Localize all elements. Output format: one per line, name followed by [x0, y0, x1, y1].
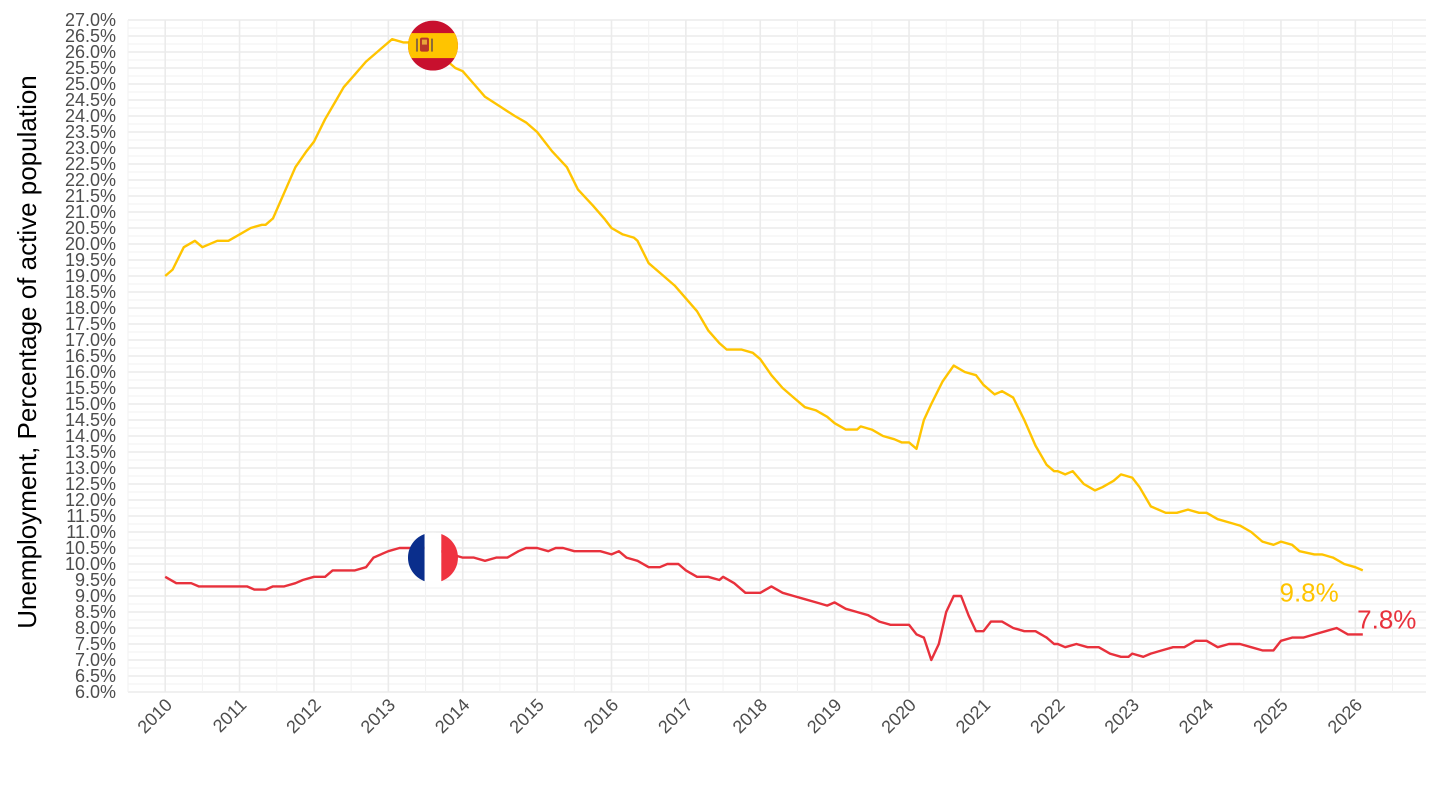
spain-flag-icon [407, 20, 458, 71]
flag-red-band [441, 532, 458, 583]
y-tick-label: 10.0% [65, 554, 116, 574]
y-tick-label: 19.0% [65, 266, 116, 286]
series-line-spain [164, 38, 1364, 572]
flag-coat-detail [421, 39, 427, 45]
y-tick-label: 15.0% [65, 394, 116, 414]
y-tick-label: 12.0% [65, 490, 116, 510]
y-tick-label: 8.5% [75, 602, 116, 622]
y-axis-label: Unemployment, Percentage of active popul… [12, 75, 42, 629]
end-value-labels: 9.8% 7.8% [1280, 577, 1417, 634]
y-tick-label: 9.0% [75, 586, 116, 606]
y-tick-label: 6.0% [75, 682, 116, 702]
y-tick-label: 26.0% [65, 42, 116, 62]
country-flags [407, 20, 458, 583]
y-tick-label: 17.5% [65, 314, 116, 334]
y-tick-label: 24.0% [65, 106, 116, 126]
y-tick-label: 20.0% [65, 234, 116, 254]
y-tick-label: 18.0% [65, 298, 116, 318]
y-tick-label: 19.5% [65, 250, 116, 270]
y-tick-label: 26.5% [65, 26, 116, 46]
y-tick-label: 24.5% [65, 90, 116, 110]
y-tick-label: 7.0% [75, 650, 116, 670]
y-tick-label: 18.5% [65, 282, 116, 302]
y-tick-label: 20.5% [65, 218, 116, 238]
flag-blue-band [407, 532, 425, 583]
y-tick-label: 16.0% [65, 362, 116, 382]
y-tick-label: 7.5% [75, 634, 116, 654]
y-tick-label: 17.0% [65, 330, 116, 350]
y-tick-label: 8.0% [75, 618, 116, 638]
y-tick-label: 23.5% [65, 122, 116, 142]
y-tick-label: 13.5% [65, 442, 116, 462]
y-tick-label: 22.5% [65, 154, 116, 174]
y-tick-label: 14.0% [65, 426, 116, 446]
flag-pillar-left [415, 38, 418, 52]
flag-white-band [424, 532, 442, 583]
y-tick-label: 12.5% [65, 474, 116, 494]
flag-pillar-right [430, 38, 433, 52]
end-label-france: 7.8% [1357, 604, 1416, 634]
y-tick-label: 6.5% [75, 666, 116, 686]
france-flag-icon [407, 532, 458, 583]
gridlines [127, 19, 1426, 693]
y-tick-label: 10.5% [65, 538, 116, 558]
end-label-spain: 9.8% [1280, 577, 1339, 607]
series-line-france [164, 546, 1363, 662]
y-tick-label: 14.5% [65, 410, 116, 430]
y-tick-label: 25.0% [65, 74, 116, 94]
y-axis-tick-labels: 6.0%6.5%7.0%7.5%8.0%8.5%9.0%9.5%10.0%10.… [65, 10, 116, 702]
y-tick-label: 13.0% [65, 458, 116, 478]
y-tick-label: 16.5% [65, 346, 116, 366]
y-tick-label: 21.0% [65, 202, 116, 222]
y-tick-label: 11.5% [66, 506, 116, 526]
y-tick-label: 22.0% [65, 170, 116, 190]
y-tick-label: 25.5% [65, 58, 116, 78]
y-tick-label: 21.5% [65, 186, 116, 206]
y-tick-label: 11.0% [66, 522, 116, 542]
y-tick-label: 27.0% [65, 10, 116, 30]
y-tick-label: 23.0% [65, 138, 116, 158]
y-tick-label: 15.5% [65, 378, 116, 398]
series-lines [164, 38, 1364, 662]
y-tick-label: 9.5% [75, 570, 116, 590]
